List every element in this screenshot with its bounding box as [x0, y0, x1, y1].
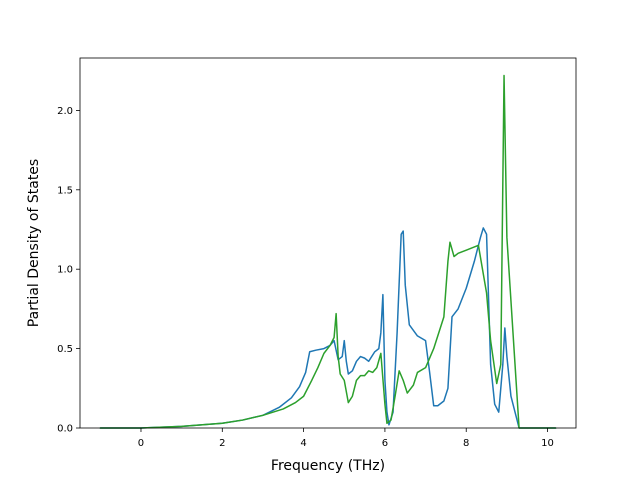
x-tick-label: 6 — [382, 438, 388, 449]
x-tick-label: 0 — [138, 438, 144, 449]
x-tick-label: 10 — [541, 438, 554, 449]
y-axis-ticks: 0.0 0.5 1.0 1.5 2.0 — [57, 106, 80, 435]
x-tick-label: 8 — [463, 438, 469, 449]
y-tick-label: 0.0 — [57, 424, 73, 435]
x-axis-ticks: 0 2 4 6 8 10 — [138, 428, 554, 449]
series-line-1 — [99, 227, 557, 429]
plot-area — [99, 74, 557, 429]
y-tick-label: 1.0 — [57, 265, 73, 276]
x-axis-label: Frequency (THz) — [271, 458, 385, 474]
x-tick-label: 4 — [300, 438, 306, 449]
y-tick-label: 2.0 — [57, 106, 73, 117]
y-tick-label: 0.5 — [57, 344, 73, 355]
series-line-2 — [99, 74, 557, 429]
x-tick-label: 2 — [219, 438, 225, 449]
y-tick-label: 1.5 — [57, 185, 73, 196]
y-axis-label: Partial Density of States — [26, 159, 42, 327]
axes-frame — [79, 57, 577, 429]
